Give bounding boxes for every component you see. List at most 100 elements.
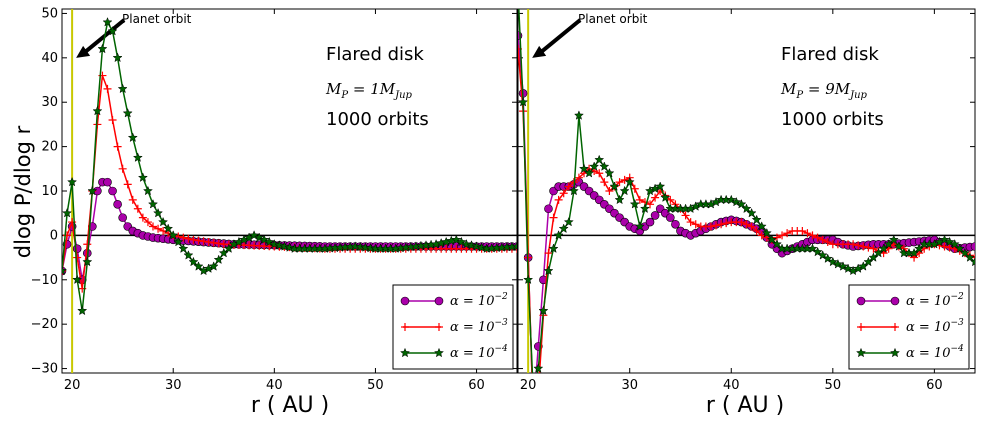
right-series-2-marker	[620, 175, 629, 184]
left-series-3-marker	[112, 52, 123, 63]
left-series-2-marker	[83, 240, 92, 249]
right-series-2-marker	[564, 182, 573, 191]
left-xtick-label: 50	[367, 378, 384, 393]
right-series-1-marker	[650, 211, 660, 220]
static-layer	[61, 8, 976, 417]
right-series-3-marker	[543, 265, 554, 276]
left-series-2-marker	[143, 218, 152, 227]
right-xtick-label: 20	[520, 378, 537, 393]
left-series-3-marker	[188, 256, 199, 267]
left-series-2-marker	[113, 142, 122, 151]
left-series-3-line	[62, 20, 517, 312]
right-series-2-marker	[818, 235, 827, 244]
left-title-orbits: 1000 orbits	[326, 109, 429, 130]
legend-left-entry-3: α = 10−4	[450, 344, 508, 361]
legend-right-entry-1: α = 10−2	[906, 292, 964, 309]
right-series-2-marker	[813, 233, 822, 242]
right-series-3-marker	[822, 253, 833, 263]
right-xtick-label: 30	[621, 378, 638, 393]
legend-right: α = 10−2 α = 10−3 α = 10−4	[848, 284, 970, 370]
left-series-3-marker	[132, 152, 143, 162]
right-xtick-label: 40	[723, 378, 740, 393]
left-mass-label: MP = 1MJup	[325, 80, 413, 101]
right-series-2-marker	[747, 222, 756, 231]
left-series-3-marker	[360, 242, 371, 252]
right-series-3-marker	[751, 214, 762, 225]
right-series-2-marker	[559, 189, 568, 198]
right-series-3-marker	[589, 161, 600, 171]
left-legend-marker-2	[401, 323, 409, 331]
left-series-3-marker	[471, 241, 482, 251]
left-xtick-label: 20	[64, 378, 81, 393]
right-series-3-marker	[533, 363, 544, 373]
legend-left: α = 10−2 α = 10−3 α = 10−4	[392, 284, 514, 370]
left-series-3-marker	[355, 241, 366, 252]
left-series-2-marker	[194, 236, 203, 245]
right-series-3-marker	[771, 239, 782, 249]
right-series-2-marker	[615, 178, 624, 187]
right-legend-marker-1	[890, 296, 900, 306]
left-title-flared: Flared disk	[326, 44, 424, 65]
right-series-2-marker	[712, 221, 721, 230]
left-series-3-marker	[456, 236, 467, 247]
right-series-3-marker	[578, 163, 590, 174]
left-series-3-marker	[97, 43, 108, 54]
right-series-1-marker	[529, 409, 537, 417]
left-series-3-marker	[350, 241, 361, 251]
right-series-3-marker	[563, 216, 574, 227]
right-series-1-marker	[666, 213, 675, 222]
right-series-2-marker	[737, 218, 746, 227]
left-series-2-marker	[138, 213, 147, 222]
left-xtick-label: 30	[165, 378, 182, 393]
right-series-3-marker	[568, 185, 579, 196]
right-series-3-marker	[832, 258, 843, 269]
ytick-label: 0	[50, 228, 58, 243]
right-series-3-marker	[949, 239, 960, 249]
right-mass-label: MP = 9MJup	[780, 80, 868, 101]
right-series-2-marker	[859, 242, 868, 251]
left-series-2-marker	[128, 195, 137, 204]
left-series-2-line	[62, 75, 517, 289]
right-series-3-marker	[837, 261, 849, 271]
left-series-2-marker	[73, 253, 82, 262]
left-xtick-label: 60	[468, 378, 485, 393]
left-series-2-marker	[154, 224, 163, 233]
left-series-3-marker	[158, 216, 169, 227]
left-series-3-marker	[82, 256, 93, 267]
left-series-3-marker	[77, 305, 88, 316]
left-series-3-marker	[153, 207, 164, 218]
right-series-1-marker	[645, 217, 655, 227]
legend-right-entry-2: α = 10−3	[906, 318, 964, 335]
left-series-2-marker	[103, 84, 112, 93]
left-series-2-marker	[108, 115, 117, 124]
right-series-2-marker	[646, 200, 655, 209]
right-series-3-marker	[634, 221, 645, 231]
right-series-1-marker	[544, 204, 553, 214]
left-series-2-marker	[149, 222, 157, 231]
left-series-1-marker	[113, 200, 122, 209]
left-series-2-marker	[209, 238, 218, 247]
right-series-3-marker	[731, 196, 742, 207]
right-series-2-marker	[742, 220, 751, 229]
right-series-2-marker	[798, 226, 807, 235]
ytick-label: 40	[41, 51, 58, 66]
left-series-3-marker	[365, 242, 376, 253]
left-series-3-marker	[183, 250, 194, 260]
left-series-3-marker	[92, 105, 103, 116]
left-series-3-marker	[142, 185, 153, 196]
left-series-3-marker	[173, 236, 184, 247]
left-series-3-marker	[279, 241, 290, 251]
right-series-2-marker	[529, 409, 537, 417]
right-series-3-marker	[624, 176, 635, 187]
right-series-3-marker	[944, 236, 955, 247]
right-legend-marker-3	[855, 347, 867, 358]
right-series-2-marker	[778, 231, 787, 240]
left-legend-marker-1	[400, 296, 410, 306]
left-series-3-marker	[67, 176, 78, 187]
right-series-3-marker	[594, 154, 605, 165]
right-series-2-marker	[940, 242, 949, 251]
right-series-3-marker	[655, 181, 666, 191]
right-legend-marker-2	[891, 323, 899, 331]
right-title-orbits: 1000 orbits	[781, 109, 884, 130]
left-series-2-marker	[118, 164, 127, 173]
